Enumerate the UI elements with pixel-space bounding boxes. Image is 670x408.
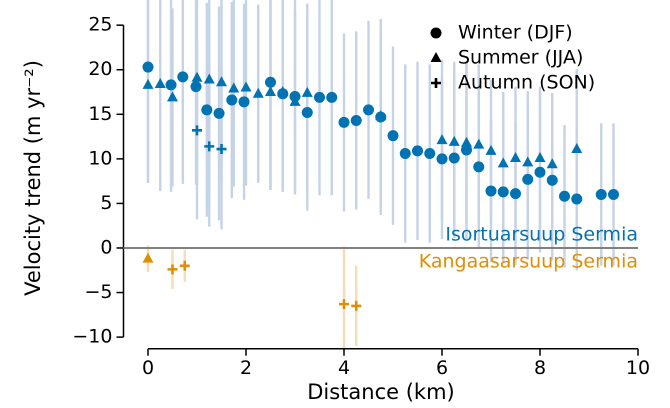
data-marks bbox=[142, 61, 619, 311]
point bbox=[375, 110, 387, 121]
point bbox=[436, 134, 448, 145]
point bbox=[238, 96, 250, 108]
y-tick-label: 20 bbox=[88, 58, 112, 80]
legend-marker bbox=[430, 27, 442, 39]
y-axis-label: Velocity trend (m yr⁻²) bbox=[21, 60, 45, 296]
point bbox=[216, 76, 227, 87]
x-tick-label: 2 bbox=[240, 357, 252, 379]
point bbox=[461, 136, 472, 147]
point bbox=[571, 193, 583, 205]
point bbox=[203, 73, 215, 84]
point bbox=[265, 86, 276, 97]
point bbox=[240, 81, 252, 92]
point bbox=[142, 252, 154, 263]
point bbox=[179, 260, 190, 271]
point bbox=[473, 161, 485, 173]
point bbox=[177, 71, 189, 83]
point bbox=[448, 135, 460, 146]
y-tick-label: 5 bbox=[100, 192, 112, 214]
point bbox=[534, 151, 546, 162]
point bbox=[204, 141, 215, 152]
point bbox=[326, 91, 338, 103]
x-tick-label: 8 bbox=[534, 357, 546, 379]
point bbox=[142, 78, 154, 89]
point bbox=[485, 144, 497, 155]
point bbox=[142, 61, 154, 73]
point bbox=[228, 82, 240, 93]
point bbox=[213, 107, 225, 119]
point bbox=[522, 156, 534, 167]
y-tick-label: 10 bbox=[88, 147, 112, 169]
point bbox=[289, 95, 301, 106]
y-tick-label: 15 bbox=[88, 103, 112, 125]
point bbox=[301, 86, 313, 97]
y-tick-label: 25 bbox=[88, 14, 112, 36]
point bbox=[252, 87, 264, 98]
point bbox=[201, 104, 213, 116]
point bbox=[167, 264, 178, 275]
point bbox=[559, 190, 570, 202]
point bbox=[338, 116, 350, 128]
x-axis-label: Distance (km) bbox=[307, 380, 455, 404]
point bbox=[387, 130, 399, 142]
point bbox=[546, 158, 558, 169]
point bbox=[412, 145, 423, 157]
legend-label: Autumn (SON) bbox=[458, 72, 595, 94]
point bbox=[510, 151, 521, 162]
point bbox=[265, 76, 276, 88]
y-tick-label: −10 bbox=[72, 326, 112, 348]
x-tick-label: 6 bbox=[436, 357, 448, 379]
point bbox=[167, 91, 178, 102]
point bbox=[534, 166, 546, 178]
legend-marker bbox=[430, 52, 442, 62]
point bbox=[571, 143, 583, 154]
point bbox=[351, 300, 362, 311]
point bbox=[216, 144, 227, 155]
point bbox=[363, 104, 374, 116]
y-tick-label: 0 bbox=[100, 236, 112, 258]
point bbox=[436, 153, 448, 165]
point bbox=[165, 79, 177, 91]
point bbox=[191, 71, 203, 82]
point bbox=[473, 138, 485, 149]
x-tick-label: 0 bbox=[142, 357, 154, 379]
point bbox=[485, 185, 497, 197]
point bbox=[399, 148, 411, 160]
y-tick-label: −5 bbox=[84, 281, 112, 303]
point bbox=[608, 189, 619, 201]
point bbox=[497, 186, 509, 198]
point bbox=[226, 94, 238, 106]
point bbox=[424, 148, 436, 160]
group-label: Isortuarsuup Sermia bbox=[445, 223, 638, 245]
point bbox=[461, 144, 472, 156]
point bbox=[522, 173, 534, 185]
point bbox=[314, 91, 325, 103]
point bbox=[277, 86, 289, 97]
point bbox=[448, 152, 460, 164]
x-tick-label: 4 bbox=[338, 357, 350, 379]
point bbox=[595, 189, 607, 201]
legend-marker bbox=[431, 78, 441, 88]
legend-label: Winter (DJF) bbox=[458, 22, 573, 44]
x-tick-label: 10 bbox=[626, 357, 650, 379]
point bbox=[546, 174, 558, 186]
group-label: Kangaasarsuup Sermia bbox=[419, 250, 638, 272]
point bbox=[154, 77, 166, 88]
point bbox=[510, 188, 521, 200]
point bbox=[301, 107, 313, 119]
point bbox=[190, 81, 202, 93]
point bbox=[350, 115, 362, 127]
point bbox=[339, 299, 349, 310]
legend-label: Summer (JJA) bbox=[458, 47, 583, 69]
point bbox=[497, 157, 509, 168]
point bbox=[192, 125, 202, 136]
